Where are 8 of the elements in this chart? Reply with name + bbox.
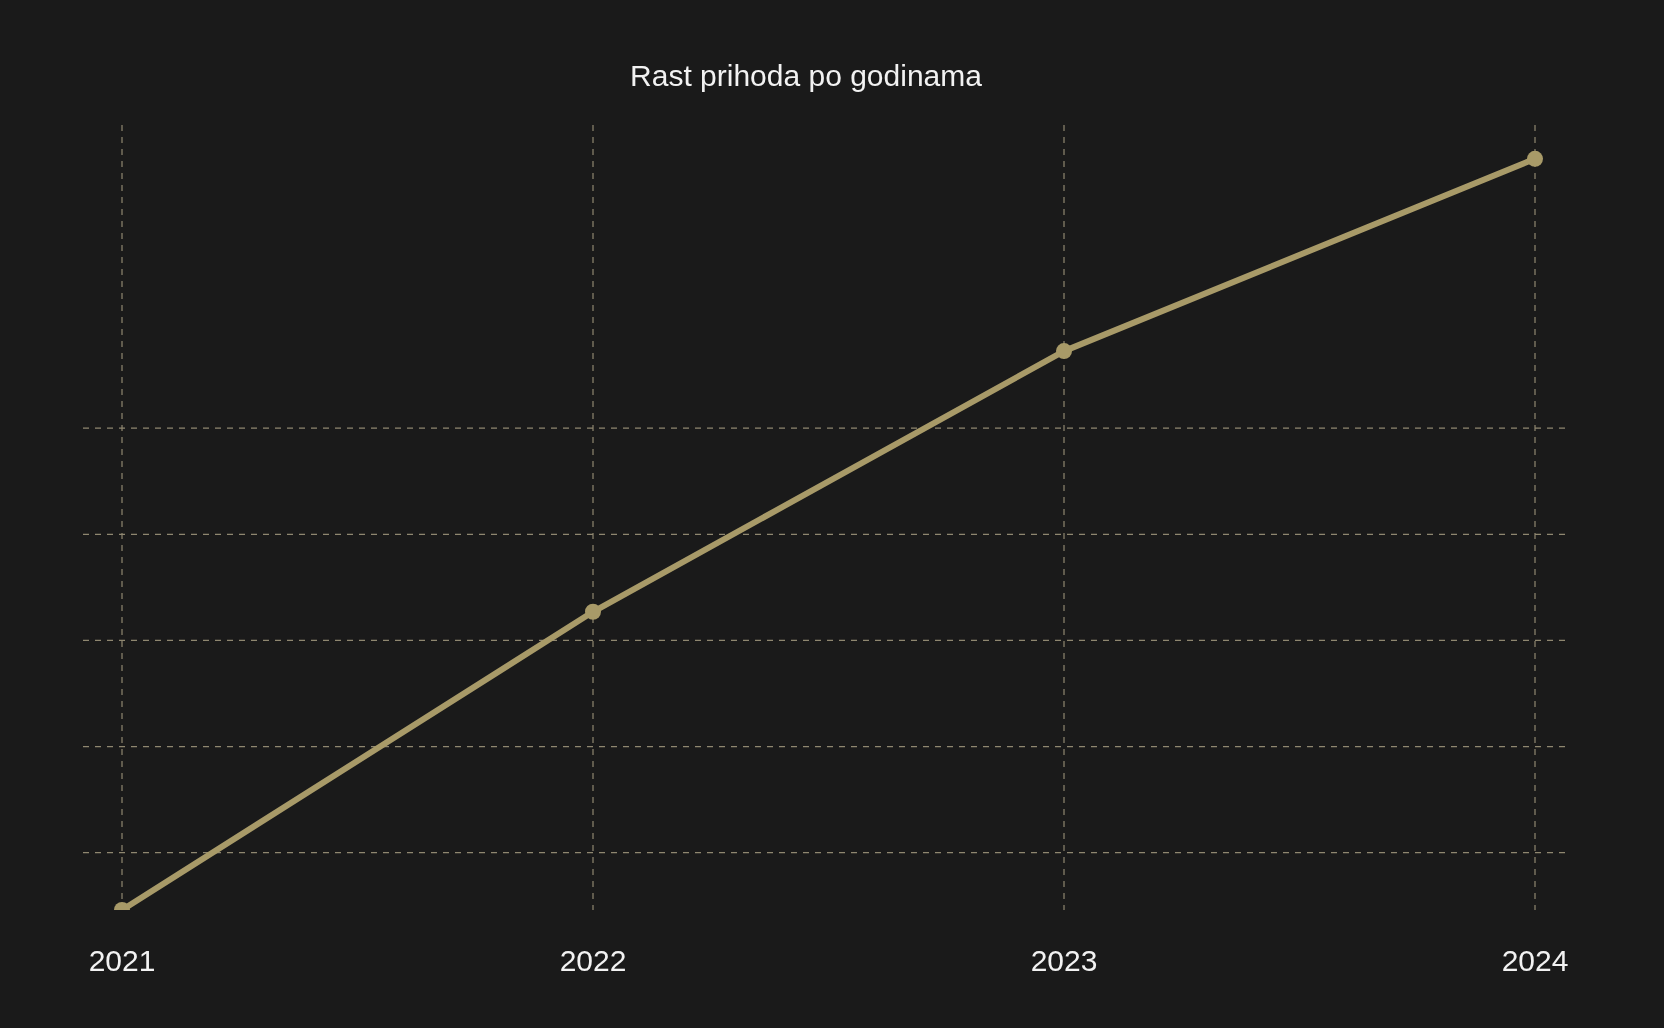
x-tick-label: 2023 [1030, 944, 1098, 978]
point [1527, 150, 1543, 167]
chart-title: Rast prihoda po godinama [629, 58, 983, 94]
point [1056, 343, 1072, 360]
x-tick-label: 2024 [1501, 944, 1569, 978]
x-tick-label: 2022 [559, 944, 627, 978]
x-tick-label: 2021 [88, 944, 156, 978]
point [585, 603, 601, 620]
